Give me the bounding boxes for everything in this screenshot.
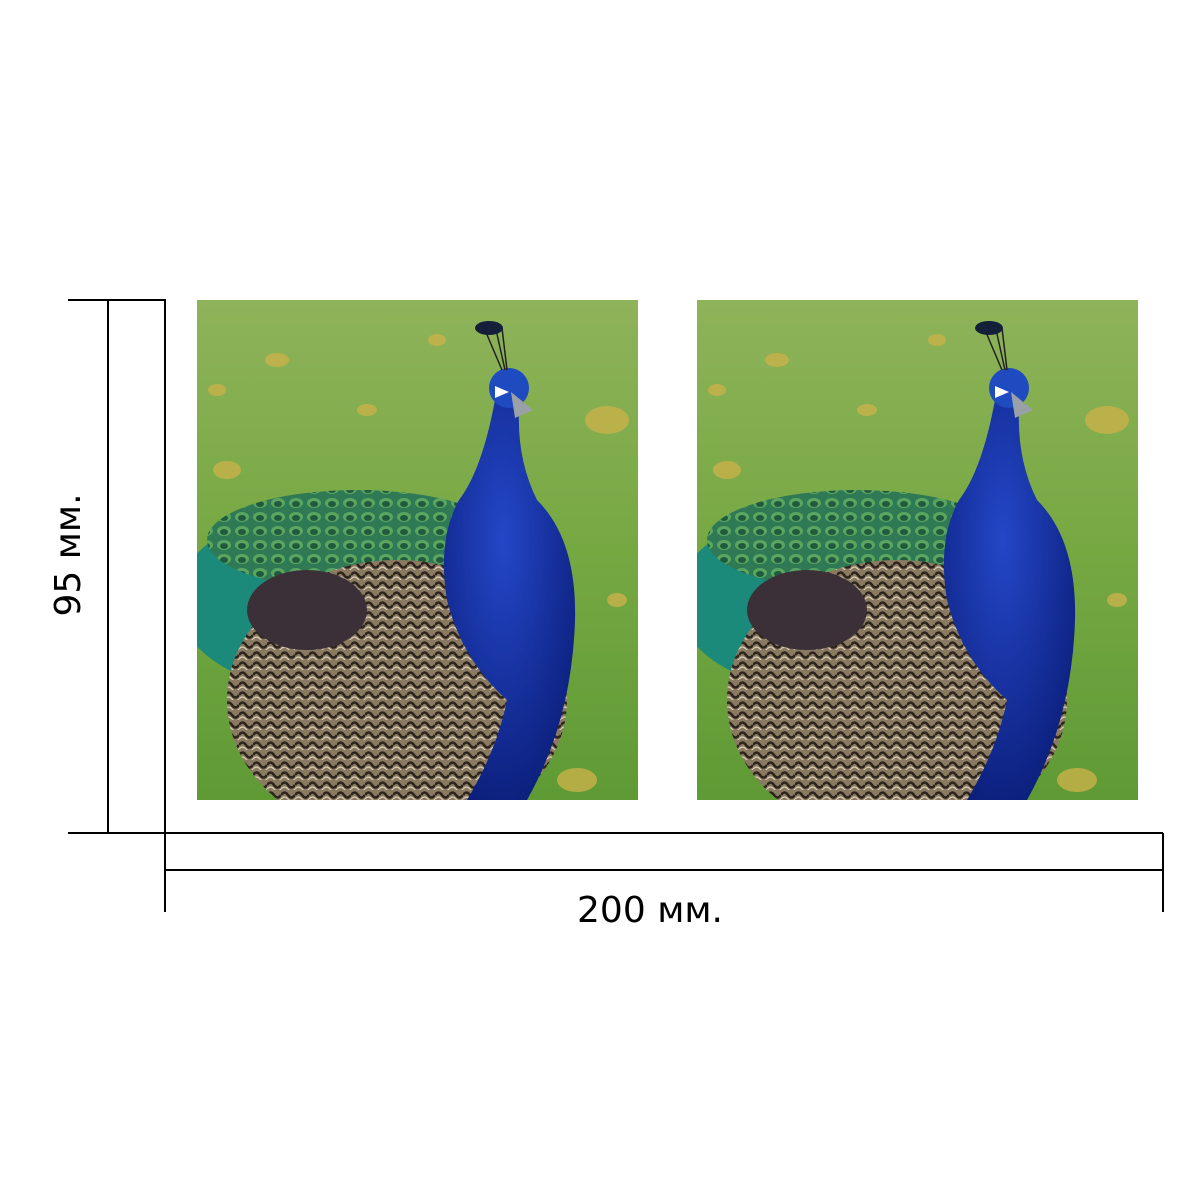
height-dimension: 95 мм. [48,299,166,834]
height-label: 95 мм. [48,493,89,616]
product-photo [177,300,638,840]
width-dimension: 200 мм. [164,832,1164,931]
width-label: 200 мм. [577,890,723,931]
product-photo [677,300,1138,840]
